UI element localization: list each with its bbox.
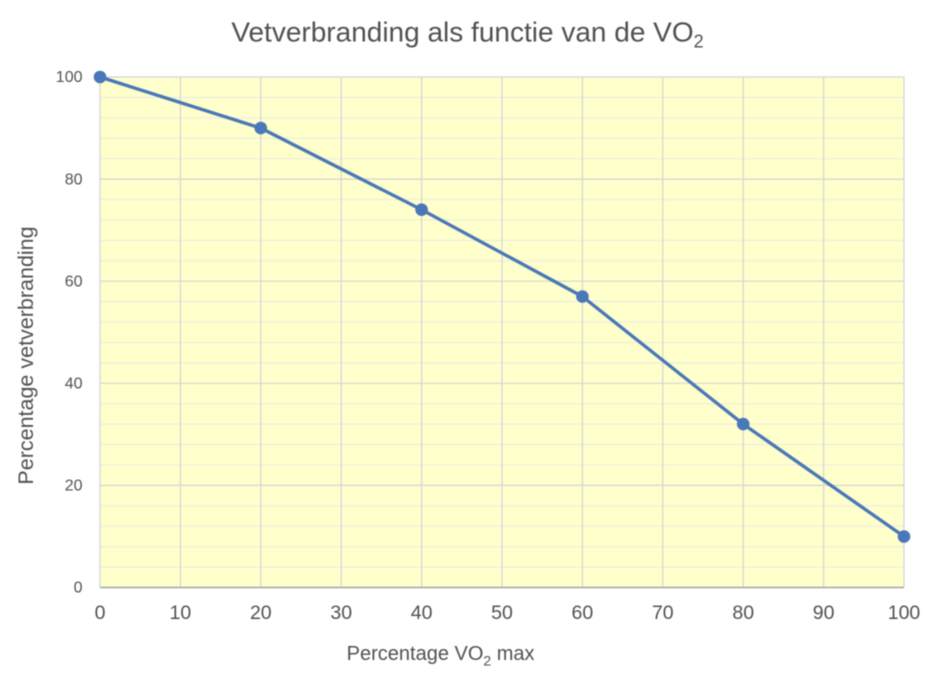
svg-text:20: 20: [250, 602, 272, 624]
svg-text:80: 80: [732, 602, 754, 624]
svg-text:60: 60: [65, 273, 83, 290]
svg-text:40: 40: [65, 376, 83, 393]
svg-text:80: 80: [65, 171, 83, 188]
svg-text:20: 20: [65, 478, 83, 495]
svg-text:10: 10: [170, 602, 192, 624]
svg-text:40: 40: [411, 602, 433, 624]
svg-text:60: 60: [572, 602, 594, 624]
svg-text:100: 100: [888, 602, 921, 624]
svg-text:50: 50: [491, 602, 513, 624]
svg-text:0: 0: [74, 580, 83, 597]
svg-text:70: 70: [652, 602, 674, 624]
svg-text:Vetverbranding als functie van: Vetverbranding als functie van de VO2: [231, 17, 703, 52]
svg-text:0: 0: [95, 602, 106, 624]
svg-text:Percentage VO2 max: Percentage VO2 max: [347, 643, 535, 669]
svg-text:90: 90: [813, 602, 835, 624]
svg-text:30: 30: [330, 602, 352, 624]
svg-text:Percentage vetverbranding: Percentage vetverbranding: [14, 226, 38, 484]
svg-text:100: 100: [56, 69, 83, 86]
